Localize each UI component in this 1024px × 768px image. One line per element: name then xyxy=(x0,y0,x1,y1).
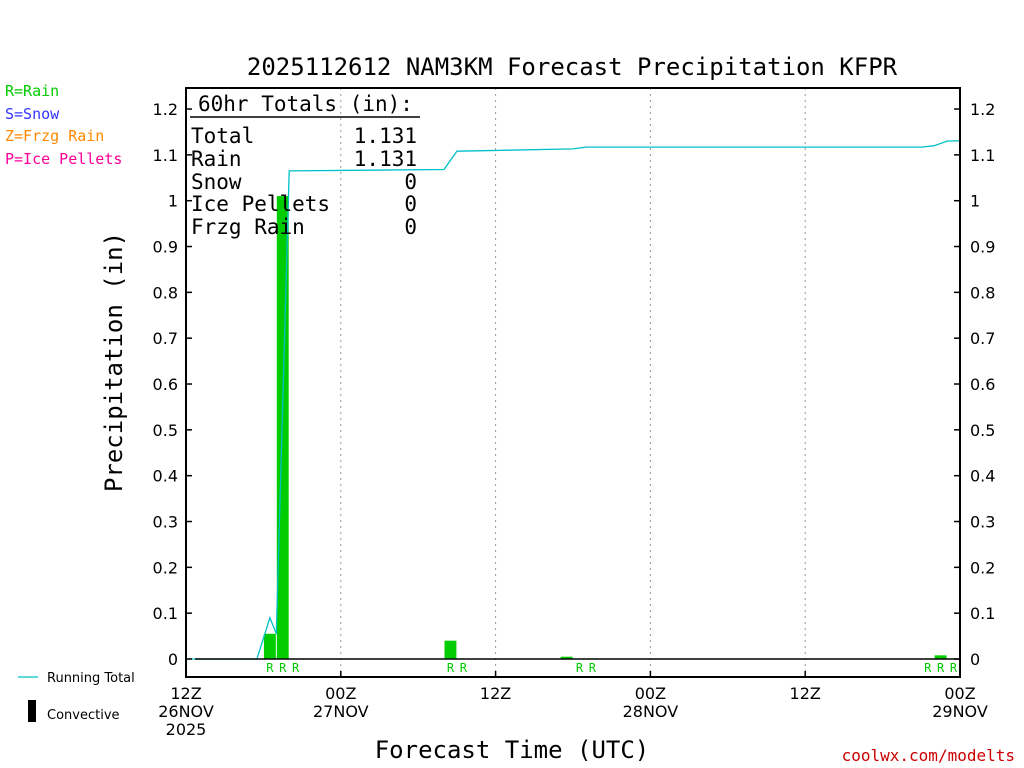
precip-bar-2 xyxy=(444,640,457,659)
y-axis-label: Precipitation (in) xyxy=(100,232,128,492)
x-tick-label-line: 00Z xyxy=(944,684,975,703)
y-left-tick-label-11: 1.1 xyxy=(153,146,178,165)
totals-value-total: 1.131 xyxy=(354,124,417,148)
ptype-marker-8: R xyxy=(937,661,945,675)
y-left-tick-label-1: 0.1 xyxy=(153,604,178,623)
chart-title: 2025112612 NAM3KM Forecast Precipitation… xyxy=(247,53,898,81)
series-legend: Running Total Convective xyxy=(18,671,135,723)
totals-label-snow: Snow xyxy=(191,170,242,194)
y-left-tick-label-0: 0 xyxy=(168,650,178,669)
y-left-tick-label-3: 0.3 xyxy=(153,513,178,532)
running-total-legend-label: Running Total xyxy=(47,671,135,686)
y-axis-left: 0 0.1 0.2 0.3 0.4 0.5 0.6 0.7 0.8 0.9 1 1.1 1.2 xyxy=(153,100,192,669)
y-right-tick-label-11: 1.1 xyxy=(970,146,995,165)
y-right-tick-label-4: 0.4 xyxy=(970,467,995,486)
y-right-tick-label-3: 0.3 xyxy=(970,513,995,532)
precip-bars xyxy=(263,196,947,659)
y-right-tick-label-8: 0.8 xyxy=(970,283,995,302)
y-right-tick-label-12: 1.2 xyxy=(970,100,995,119)
x-tick-label-line: 28NOV xyxy=(623,702,679,721)
y-left-tick-label-9: 0.9 xyxy=(153,238,178,257)
x-tick-label-line: 12Z xyxy=(790,684,821,703)
totals-label-total: Total xyxy=(191,124,254,148)
y-right-tick-label-2: 0.2 xyxy=(970,558,995,577)
precip-bar-3 xyxy=(560,656,573,659)
x-tick-label-line: 12Z xyxy=(170,684,201,703)
ptype-marker-4: R xyxy=(460,661,468,675)
ptype-marker-3: R xyxy=(447,661,455,675)
ptype-marker-5: R xyxy=(576,661,584,675)
convective-legend-label: Convective xyxy=(47,708,120,723)
vertical-grid-lines xyxy=(340,88,806,677)
y-left-tick-label-7: 0.7 xyxy=(153,329,178,348)
totals-label-frzg-rain: Frzg Rain xyxy=(191,215,305,239)
y-right-tick-label-7: 0.7 xyxy=(970,329,995,348)
credit-text: coolwx.com/modelts xyxy=(842,746,1015,765)
ptype-marker-6: R xyxy=(589,661,597,675)
plot-frame xyxy=(185,87,961,678)
x-tick-label-2: 12Z xyxy=(480,684,511,703)
x-tick-label-1: 00Z 27NOV xyxy=(313,684,369,721)
ptype-marker-7: R xyxy=(924,661,932,675)
totals-value-rain: 1.131 xyxy=(354,147,417,171)
x-tick-label-3: 00Z 28NOV xyxy=(623,684,679,721)
precip-bar-4 xyxy=(934,655,947,659)
y-axis-right: 0 0.1 0.2 0.3 0.4 0.5 0.6 0.7 0.8 0.9 1 1.1 1.2 xyxy=(954,100,995,669)
x-tick-label-line: 12Z xyxy=(480,684,511,703)
totals-value-frzg-rain: 0 xyxy=(404,215,417,239)
y-right-tick-label-10: 1 xyxy=(970,192,980,211)
ptype-legend-frzg-rain: Z=Frzg Rain xyxy=(5,127,104,145)
running-total-line xyxy=(186,140,961,660)
precip-bar-1 xyxy=(276,196,289,659)
ptype-legend: R=Rain S=Snow Z=Frzg Rain P=Ice Pellets xyxy=(5,82,122,168)
totals-box: 60hr Totals (in): Total 1.131 Rain 1.131… xyxy=(190,92,420,239)
x-tick-label-4: 12Z xyxy=(790,684,821,703)
ptype-legend-snow: S=Snow xyxy=(5,105,60,123)
ptype-marker-9: R xyxy=(950,661,958,675)
totals-heading: 60hr Totals (in): xyxy=(198,92,413,116)
precip-bar-0 xyxy=(263,633,276,659)
y-left-tick-label-8: 0.8 xyxy=(153,283,178,302)
x-axis-label: Forecast Time (UTC) xyxy=(375,736,650,764)
x-tick-label-line: 00Z xyxy=(635,684,666,703)
ptype-marker-1: R xyxy=(279,661,287,675)
totals-label-ice-pellets: Ice Pellets xyxy=(191,192,330,216)
convective-legend-swatch xyxy=(28,700,36,722)
x-tick-label-line: 29NOV xyxy=(932,702,988,721)
y-left-tick-label-10: 1 xyxy=(168,192,178,211)
x-tick-label-line: 2025 xyxy=(166,720,207,739)
y-left-tick-label-12: 1.2 xyxy=(153,100,178,119)
x-tick-label-0: 12Z 26NOV 2025 xyxy=(158,684,214,739)
totals-value-ice-pellets: 0 xyxy=(404,192,417,216)
totals-value-snow: 0 xyxy=(404,170,417,194)
ptype-legend-rain: R=Rain xyxy=(5,82,59,100)
y-right-tick-label-9: 0.9 xyxy=(970,238,995,257)
y-left-tick-label-6: 0.6 xyxy=(153,375,178,394)
y-left-tick-label-5: 0.5 xyxy=(153,421,178,440)
y-left-tick-label-2: 0.2 xyxy=(153,558,178,577)
ptype-marker-2: R xyxy=(292,661,300,675)
y-right-tick-label-1: 0.1 xyxy=(970,604,995,623)
y-left-tick-label-4: 0.4 xyxy=(153,467,178,486)
x-tick-label-line: 00Z xyxy=(325,684,356,703)
x-tick-label-line: 27NOV xyxy=(313,702,369,721)
x-tick-label-5: 00Z 29NOV xyxy=(932,684,988,721)
y-right-tick-label-5: 0.5 xyxy=(970,421,995,440)
ptype-marker-0: R xyxy=(266,661,274,675)
totals-label-rain: Rain xyxy=(191,147,242,171)
y-right-tick-label-6: 0.6 xyxy=(970,375,995,394)
ptype-legend-ice-pellets: P=Ice Pellets xyxy=(5,150,122,168)
y-right-tick-label-0: 0 xyxy=(970,650,980,669)
x-tick-label-line: 26NOV xyxy=(158,702,214,721)
